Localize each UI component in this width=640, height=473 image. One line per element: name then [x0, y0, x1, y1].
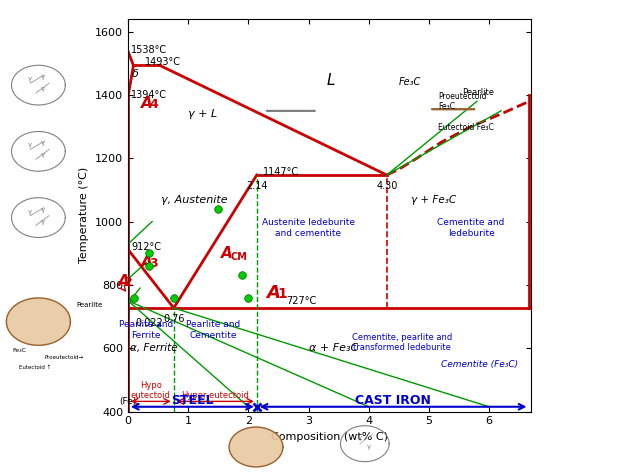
Text: 727°C: 727°C	[286, 296, 317, 306]
Text: 3: 3	[150, 257, 158, 271]
Text: Pearlite: Pearlite	[77, 302, 103, 308]
Text: γ: γ	[28, 142, 32, 149]
X-axis label: Composition (wt% C): Composition (wt% C)	[271, 432, 388, 442]
Text: Hypo
eutectoid: Hypo eutectoid	[131, 381, 171, 400]
Text: Cementite (Fe₃C): Cementite (Fe₃C)	[442, 359, 518, 368]
Text: Proeutectoid→: Proeutectoid→	[45, 356, 84, 360]
Text: γ: γ	[41, 74, 45, 80]
Text: STEEL: STEEL	[171, 394, 214, 407]
Text: 4.30: 4.30	[376, 181, 397, 191]
Polygon shape	[229, 427, 283, 467]
Text: δ: δ	[132, 70, 138, 79]
Text: Fe₃C: Fe₃C	[13, 349, 27, 353]
Text: γ: γ	[28, 76, 32, 82]
Text: (Fe): (Fe)	[120, 397, 136, 406]
Text: Eutectoid Fe₃C: Eutectoid Fe₃C	[438, 123, 493, 132]
Text: Cementite, pearlite and
transformed ledeburite: Cementite, pearlite and transformed lede…	[352, 333, 452, 352]
Text: Hyper-eutectoid: Hyper-eutectoid	[181, 391, 249, 400]
Text: Pearlite and
Ferrite: Pearlite and Ferrite	[119, 320, 173, 340]
Text: 1493°C: 1493°C	[145, 57, 181, 67]
Text: Eutectoid ↑: Eutectoid ↑	[19, 365, 51, 370]
Text: γ: γ	[41, 152, 45, 158]
Text: A: A	[141, 255, 153, 271]
Text: γ: γ	[41, 140, 45, 147]
Text: 2: 2	[124, 275, 132, 289]
Text: A: A	[221, 246, 233, 261]
Text: 912°C: 912°C	[131, 242, 161, 252]
Text: γ: γ	[367, 444, 371, 450]
Text: 1: 1	[278, 287, 287, 301]
Text: γ: γ	[41, 207, 45, 213]
Text: 2.14: 2.14	[246, 181, 268, 191]
Text: Cementite and
ledeburite: Cementite and ledeburite	[437, 218, 505, 237]
Text: A: A	[141, 96, 153, 111]
Text: γ: γ	[41, 86, 45, 92]
Polygon shape	[6, 298, 70, 345]
Text: 1538°C: 1538°C	[131, 44, 167, 54]
Text: 0.76: 0.76	[163, 315, 184, 324]
Text: γ + L: γ + L	[188, 109, 218, 119]
Text: 1147°C: 1147°C	[264, 166, 300, 176]
Text: 0.022: 0.022	[135, 318, 163, 328]
Text: Austenite ledeburite
and cementite: Austenite ledeburite and cementite	[262, 218, 355, 237]
Text: CAST IRON: CAST IRON	[355, 394, 431, 407]
Text: Proeutectoid
Fe₃C: Proeutectoid Fe₃C	[438, 92, 486, 111]
Text: CM: CM	[230, 252, 247, 262]
Text: A: A	[266, 283, 280, 301]
Text: γ: γ	[28, 209, 32, 215]
Text: 1394°C: 1394°C	[131, 90, 167, 100]
Text: Fe₃C: Fe₃C	[399, 78, 421, 88]
Y-axis label: Temperature (°C): Temperature (°C)	[79, 167, 90, 263]
Text: Pearlite and
Cementite: Pearlite and Cementite	[186, 320, 241, 340]
Text: γ + Fe₃C: γ + Fe₃C	[411, 194, 456, 204]
Text: γ, Austenite: γ, Austenite	[161, 194, 228, 204]
Text: L: L	[326, 73, 335, 88]
Text: Pearlite: Pearlite	[462, 88, 494, 97]
Text: γ: γ	[358, 435, 362, 441]
Text: α + Fe₃C: α + Fe₃C	[308, 343, 358, 353]
Text: γ: γ	[41, 219, 45, 225]
Text: 4: 4	[150, 98, 159, 111]
Text: α, Ferrite: α, Ferrite	[131, 343, 178, 353]
Text: A: A	[118, 273, 129, 289]
